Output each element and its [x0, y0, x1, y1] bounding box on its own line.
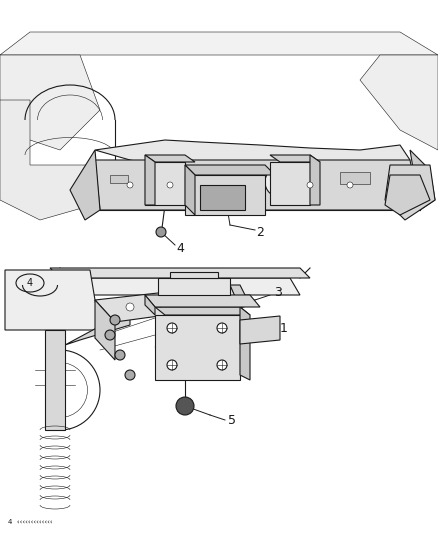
- Circle shape: [347, 182, 353, 188]
- Polygon shape: [35, 278, 300, 295]
- Polygon shape: [270, 155, 320, 162]
- Text: 4: 4: [176, 241, 184, 254]
- Circle shape: [272, 174, 288, 190]
- Circle shape: [125, 370, 135, 380]
- Circle shape: [167, 182, 173, 188]
- Polygon shape: [410, 150, 435, 210]
- Polygon shape: [270, 162, 310, 205]
- Polygon shape: [5, 270, 100, 330]
- Polygon shape: [145, 295, 155, 315]
- Polygon shape: [145, 155, 155, 205]
- Circle shape: [126, 303, 134, 311]
- Polygon shape: [70, 150, 100, 220]
- Bar: [110, 175, 128, 183]
- Polygon shape: [145, 155, 195, 162]
- Polygon shape: [240, 316, 280, 344]
- Polygon shape: [95, 160, 420, 210]
- Circle shape: [265, 167, 295, 197]
- Circle shape: [307, 182, 313, 188]
- Polygon shape: [95, 140, 410, 178]
- Circle shape: [167, 323, 177, 333]
- Text: 4: 4: [27, 278, 33, 288]
- Polygon shape: [45, 330, 65, 430]
- Polygon shape: [240, 307, 250, 380]
- Circle shape: [217, 360, 227, 370]
- Circle shape: [211, 293, 219, 301]
- Circle shape: [176, 397, 194, 415]
- Polygon shape: [95, 300, 115, 360]
- Polygon shape: [185, 175, 265, 215]
- Polygon shape: [158, 278, 230, 295]
- Circle shape: [172, 287, 178, 293]
- Polygon shape: [310, 155, 320, 205]
- Bar: [200, 185, 245, 210]
- Polygon shape: [0, 55, 100, 150]
- Polygon shape: [385, 175, 430, 215]
- Polygon shape: [65, 310, 130, 345]
- Text: 5: 5: [228, 415, 236, 427]
- Circle shape: [156, 227, 166, 237]
- Polygon shape: [385, 165, 435, 220]
- Polygon shape: [145, 162, 185, 205]
- Circle shape: [127, 182, 133, 188]
- Circle shape: [217, 323, 227, 333]
- Polygon shape: [360, 55, 438, 150]
- Bar: [340, 172, 370, 184]
- Circle shape: [156, 299, 164, 307]
- Circle shape: [167, 360, 177, 370]
- Polygon shape: [155, 307, 250, 315]
- Polygon shape: [0, 100, 110, 220]
- Text: 1: 1: [280, 321, 288, 335]
- Polygon shape: [155, 315, 240, 380]
- Polygon shape: [0, 32, 438, 55]
- Circle shape: [110, 315, 120, 325]
- Polygon shape: [95, 285, 240, 322]
- Polygon shape: [185, 165, 195, 215]
- Text: 2: 2: [256, 225, 264, 238]
- Polygon shape: [170, 272, 218, 278]
- Circle shape: [105, 330, 115, 340]
- Circle shape: [115, 350, 125, 360]
- Text: 3: 3: [274, 287, 282, 300]
- Polygon shape: [230, 285, 250, 308]
- Polygon shape: [185, 165, 275, 175]
- Polygon shape: [50, 268, 310, 278]
- Polygon shape: [145, 295, 260, 307]
- Circle shape: [186, 296, 194, 304]
- Text: 4  ‹‹‹‹‹‹‹‹‹‹‹‹‹: 4 ‹‹‹‹‹‹‹‹‹‹‹‹‹: [8, 519, 53, 525]
